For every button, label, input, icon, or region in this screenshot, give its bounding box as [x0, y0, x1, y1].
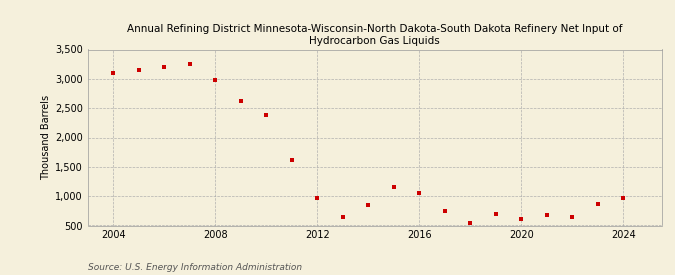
- Point: [159, 65, 169, 69]
- Point: [236, 99, 246, 103]
- Point: [567, 215, 578, 219]
- Point: [516, 217, 526, 221]
- Point: [108, 71, 119, 75]
- Point: [363, 203, 374, 207]
- Text: Source: U.S. Energy Information Administration: Source: U.S. Energy Information Administ…: [88, 263, 302, 272]
- Point: [184, 62, 195, 66]
- Point: [593, 202, 603, 207]
- Point: [312, 196, 323, 200]
- Point: [388, 185, 399, 189]
- Point: [490, 211, 501, 216]
- Point: [286, 158, 297, 163]
- Point: [618, 196, 628, 200]
- Point: [338, 215, 348, 219]
- Y-axis label: Thousand Barrels: Thousand Barrels: [41, 95, 51, 180]
- Point: [261, 113, 271, 117]
- Point: [541, 213, 552, 217]
- Point: [465, 221, 476, 225]
- Point: [134, 68, 144, 72]
- Point: [414, 191, 425, 195]
- Point: [210, 78, 221, 82]
- Title: Annual Refining District Minnesota-Wisconsin-North Dakota-South Dakota Refinery : Annual Refining District Minnesota-Wisco…: [127, 24, 622, 46]
- Point: [439, 209, 450, 213]
